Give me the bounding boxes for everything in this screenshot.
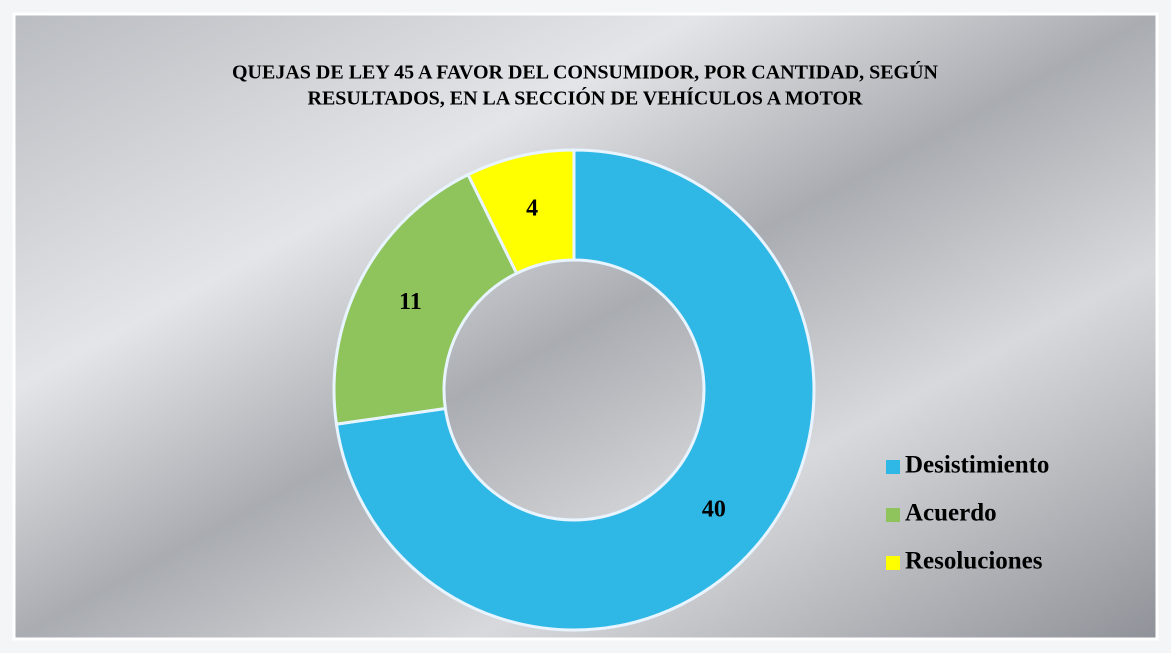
legend-label: Acuerdo (905, 500, 997, 527)
donut-segment (466, 148, 576, 276)
data-label: 40 (702, 497, 726, 523)
legend-label: Desistimiento (905, 452, 1049, 479)
data-label: 11 (399, 289, 422, 315)
data-label: 4 (526, 195, 538, 221)
legend-swatch (886, 508, 900, 522)
legend-swatch (886, 556, 900, 570)
donut-segment (334, 148, 816, 632)
donut-segment (332, 172, 519, 426)
chart-title: QUEJAS DE LEY 45 A FAVOR DEL CONSUMIDOR,… (232, 60, 939, 84)
chart-title: RESULTADOS, EN LA SECCIÓN DE VEHÍCULOS A… (308, 86, 864, 110)
legend-swatch (886, 460, 900, 474)
legend-label: Resoluciones (905, 548, 1043, 575)
